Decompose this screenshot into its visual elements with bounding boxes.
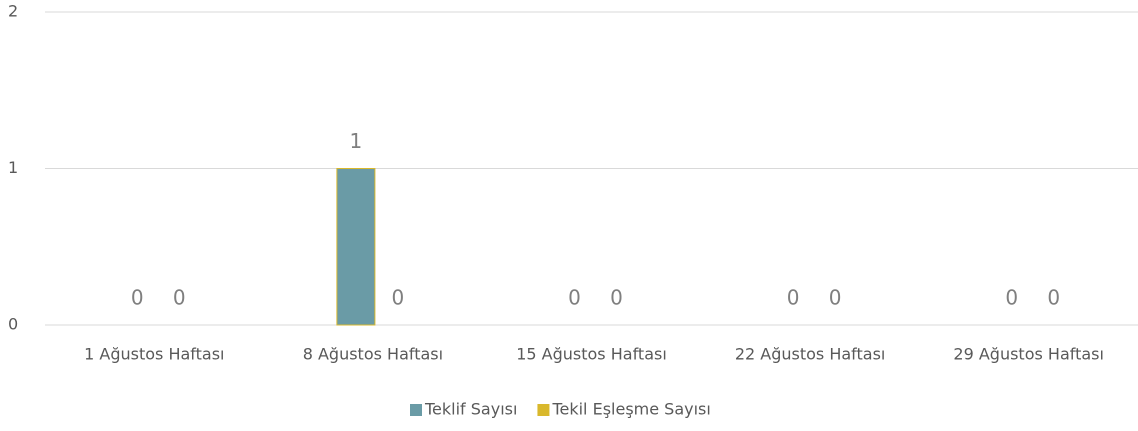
data-label: 0 xyxy=(568,286,581,310)
data-label: 1 xyxy=(350,129,363,153)
x-tick-label: 29 Ağustos Haftası xyxy=(953,345,1104,364)
data-label: 0 xyxy=(1005,286,1018,310)
y-tick-label: 0 xyxy=(8,315,18,334)
bar xyxy=(336,168,376,326)
legend-swatch xyxy=(410,404,422,416)
data-label: 0 xyxy=(1047,286,1060,310)
x-tick-label: 1 Ağustos Haftası xyxy=(84,345,224,364)
legend-label: Tekil Eşleşme Sayısı xyxy=(551,400,710,419)
y-tick-label: 2 xyxy=(8,2,18,21)
data-label: 0 xyxy=(173,286,186,310)
x-tick-label: 15 Ağustos Haftası xyxy=(516,345,667,364)
legend-swatch xyxy=(537,404,550,416)
x-tick-label: 22 Ağustos Haftası xyxy=(735,345,886,364)
x-tick-label: 8 Ağustos Haftası xyxy=(303,345,443,364)
data-label: 0 xyxy=(829,286,842,310)
y-tick-label: 1 xyxy=(8,158,18,177)
data-label: 0 xyxy=(392,286,405,310)
data-label: 0 xyxy=(787,286,800,310)
data-label: 0 xyxy=(131,286,144,310)
legend-label: Teklif Sayısı xyxy=(424,400,517,419)
data-label: 0 xyxy=(610,286,623,310)
